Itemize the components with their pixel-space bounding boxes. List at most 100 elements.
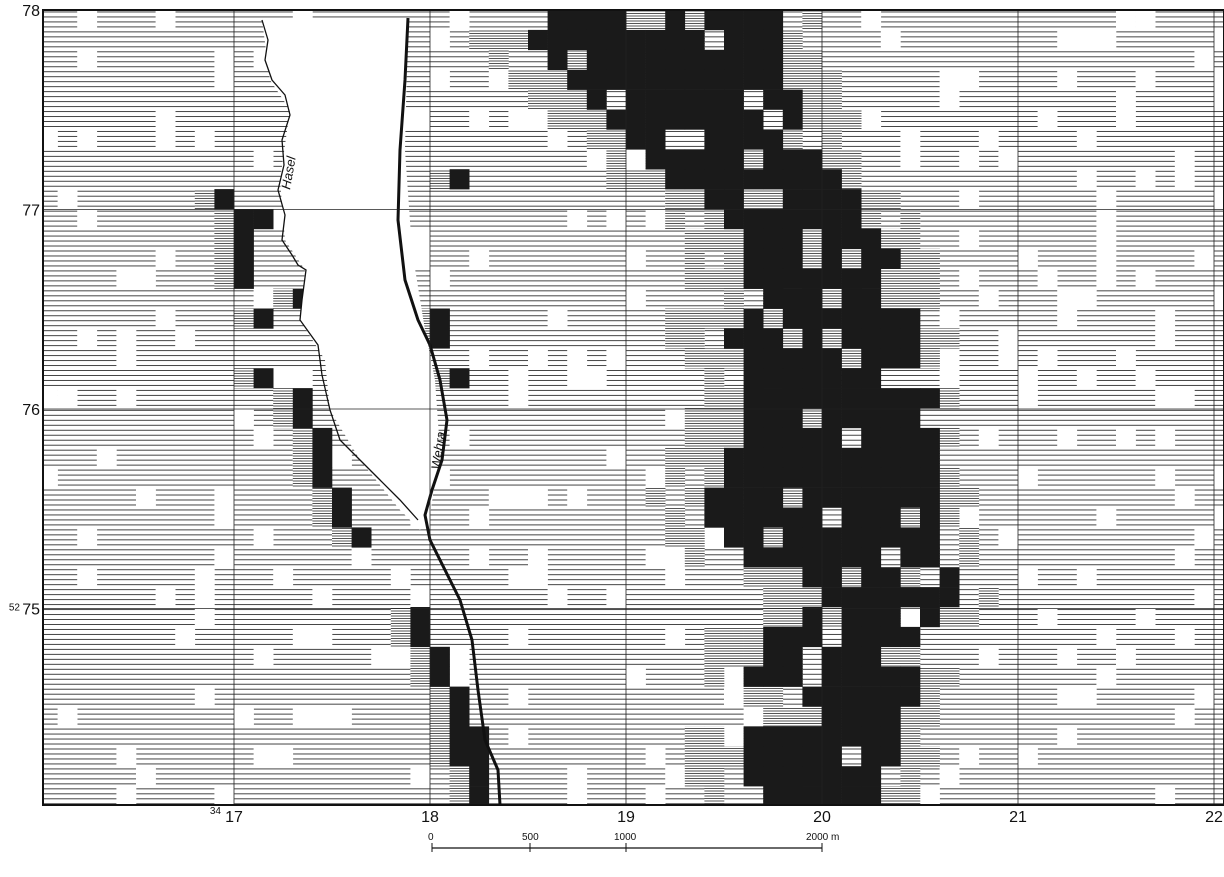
gray-cell — [685, 269, 705, 289]
gray-cell — [528, 70, 548, 90]
black-cell — [861, 547, 881, 567]
black-cell — [763, 289, 783, 309]
blank-cell — [58, 189, 78, 209]
gray-cell — [900, 269, 920, 289]
black-cell — [450, 687, 470, 707]
gray-cell — [567, 90, 587, 110]
blank-cell — [489, 488, 509, 508]
black-cell — [783, 309, 803, 329]
black-cell — [685, 149, 705, 169]
black-cell — [802, 726, 822, 746]
blank-cell — [77, 129, 97, 149]
blank-cell — [567, 348, 587, 368]
gray-cell — [881, 647, 901, 667]
black-cell — [724, 30, 744, 50]
blank-cell — [469, 547, 489, 567]
black-cell — [900, 547, 920, 567]
black-cell — [802, 468, 822, 488]
black-cell — [783, 726, 803, 746]
gray-cell — [685, 229, 705, 249]
blank-cell — [665, 766, 685, 786]
black-cell — [881, 468, 901, 488]
black-cell — [744, 229, 764, 249]
gray-cell — [959, 488, 979, 508]
blank-cell — [1116, 348, 1136, 368]
black-cell — [665, 149, 685, 169]
blank-cell — [214, 547, 234, 567]
blank-cell — [508, 368, 528, 388]
black-cell — [802, 488, 822, 508]
blank-cell — [332, 707, 352, 727]
blank-cell — [116, 388, 136, 408]
blank-cell — [58, 388, 78, 408]
blank-cell — [489, 70, 509, 90]
blank-cell — [959, 70, 979, 90]
blank-cell — [214, 508, 234, 528]
black-cell — [548, 30, 568, 50]
black-cell — [881, 746, 901, 766]
gray-cell — [940, 328, 960, 348]
blank-cell — [1077, 129, 1097, 149]
black-cell — [861, 328, 881, 348]
gray-cell — [940, 508, 960, 528]
black-cell — [744, 269, 764, 289]
black-cell — [920, 388, 940, 408]
blank-cell — [979, 129, 999, 149]
black-cell — [744, 488, 764, 508]
blank-cell — [587, 368, 607, 388]
black-cell — [646, 30, 666, 50]
gray-cell — [802, 110, 822, 130]
blank-cell — [567, 209, 587, 229]
blank-cell — [77, 567, 97, 587]
black-cell — [704, 110, 724, 130]
gray-cell — [783, 328, 803, 348]
gray-cell — [802, 229, 822, 249]
black-cell — [724, 149, 744, 169]
black-cell — [822, 388, 842, 408]
gray-cell — [802, 249, 822, 269]
map-area — [38, 10, 1224, 806]
black-cell — [861, 527, 881, 547]
black-cell — [469, 766, 489, 786]
gray-cell — [802, 10, 822, 30]
black-cell — [900, 468, 920, 488]
gray-cell — [940, 388, 960, 408]
black-cell — [802, 149, 822, 169]
blank-cell — [508, 488, 528, 508]
black-cell — [763, 149, 783, 169]
blank-cell — [1136, 70, 1156, 90]
blank-cell — [312, 627, 332, 647]
blank-cell — [1018, 468, 1038, 488]
y-label: 76 — [22, 402, 40, 419]
gray-cell — [704, 309, 724, 329]
black-cell — [842, 368, 862, 388]
gray-cell — [724, 289, 744, 309]
black-cell — [783, 508, 803, 528]
black-cell — [744, 766, 764, 786]
gray-cell — [900, 786, 920, 806]
black-cell — [822, 309, 842, 329]
gray-cell — [195, 189, 215, 209]
blank-cell — [881, 30, 901, 50]
gray-cell — [802, 70, 822, 90]
gray-cell — [861, 209, 881, 229]
gray-cell — [900, 229, 920, 249]
gray-cell — [626, 169, 646, 189]
black-cell — [861, 348, 881, 368]
blank-cell — [214, 50, 234, 70]
black-cell — [665, 110, 685, 130]
gray-cell — [685, 10, 705, 30]
black-cell — [822, 189, 842, 209]
blank-cell — [293, 368, 313, 388]
blank-cell — [940, 70, 960, 90]
blank-cell — [469, 348, 489, 368]
gray-cell — [802, 408, 822, 428]
blank-cell — [528, 488, 548, 508]
blank-cell — [1194, 587, 1214, 607]
gray-cell — [567, 110, 587, 130]
black-cell — [842, 786, 862, 806]
gray-cell — [665, 309, 685, 329]
black-cell — [783, 90, 803, 110]
gray-cell — [214, 209, 234, 229]
black-cell — [881, 667, 901, 687]
